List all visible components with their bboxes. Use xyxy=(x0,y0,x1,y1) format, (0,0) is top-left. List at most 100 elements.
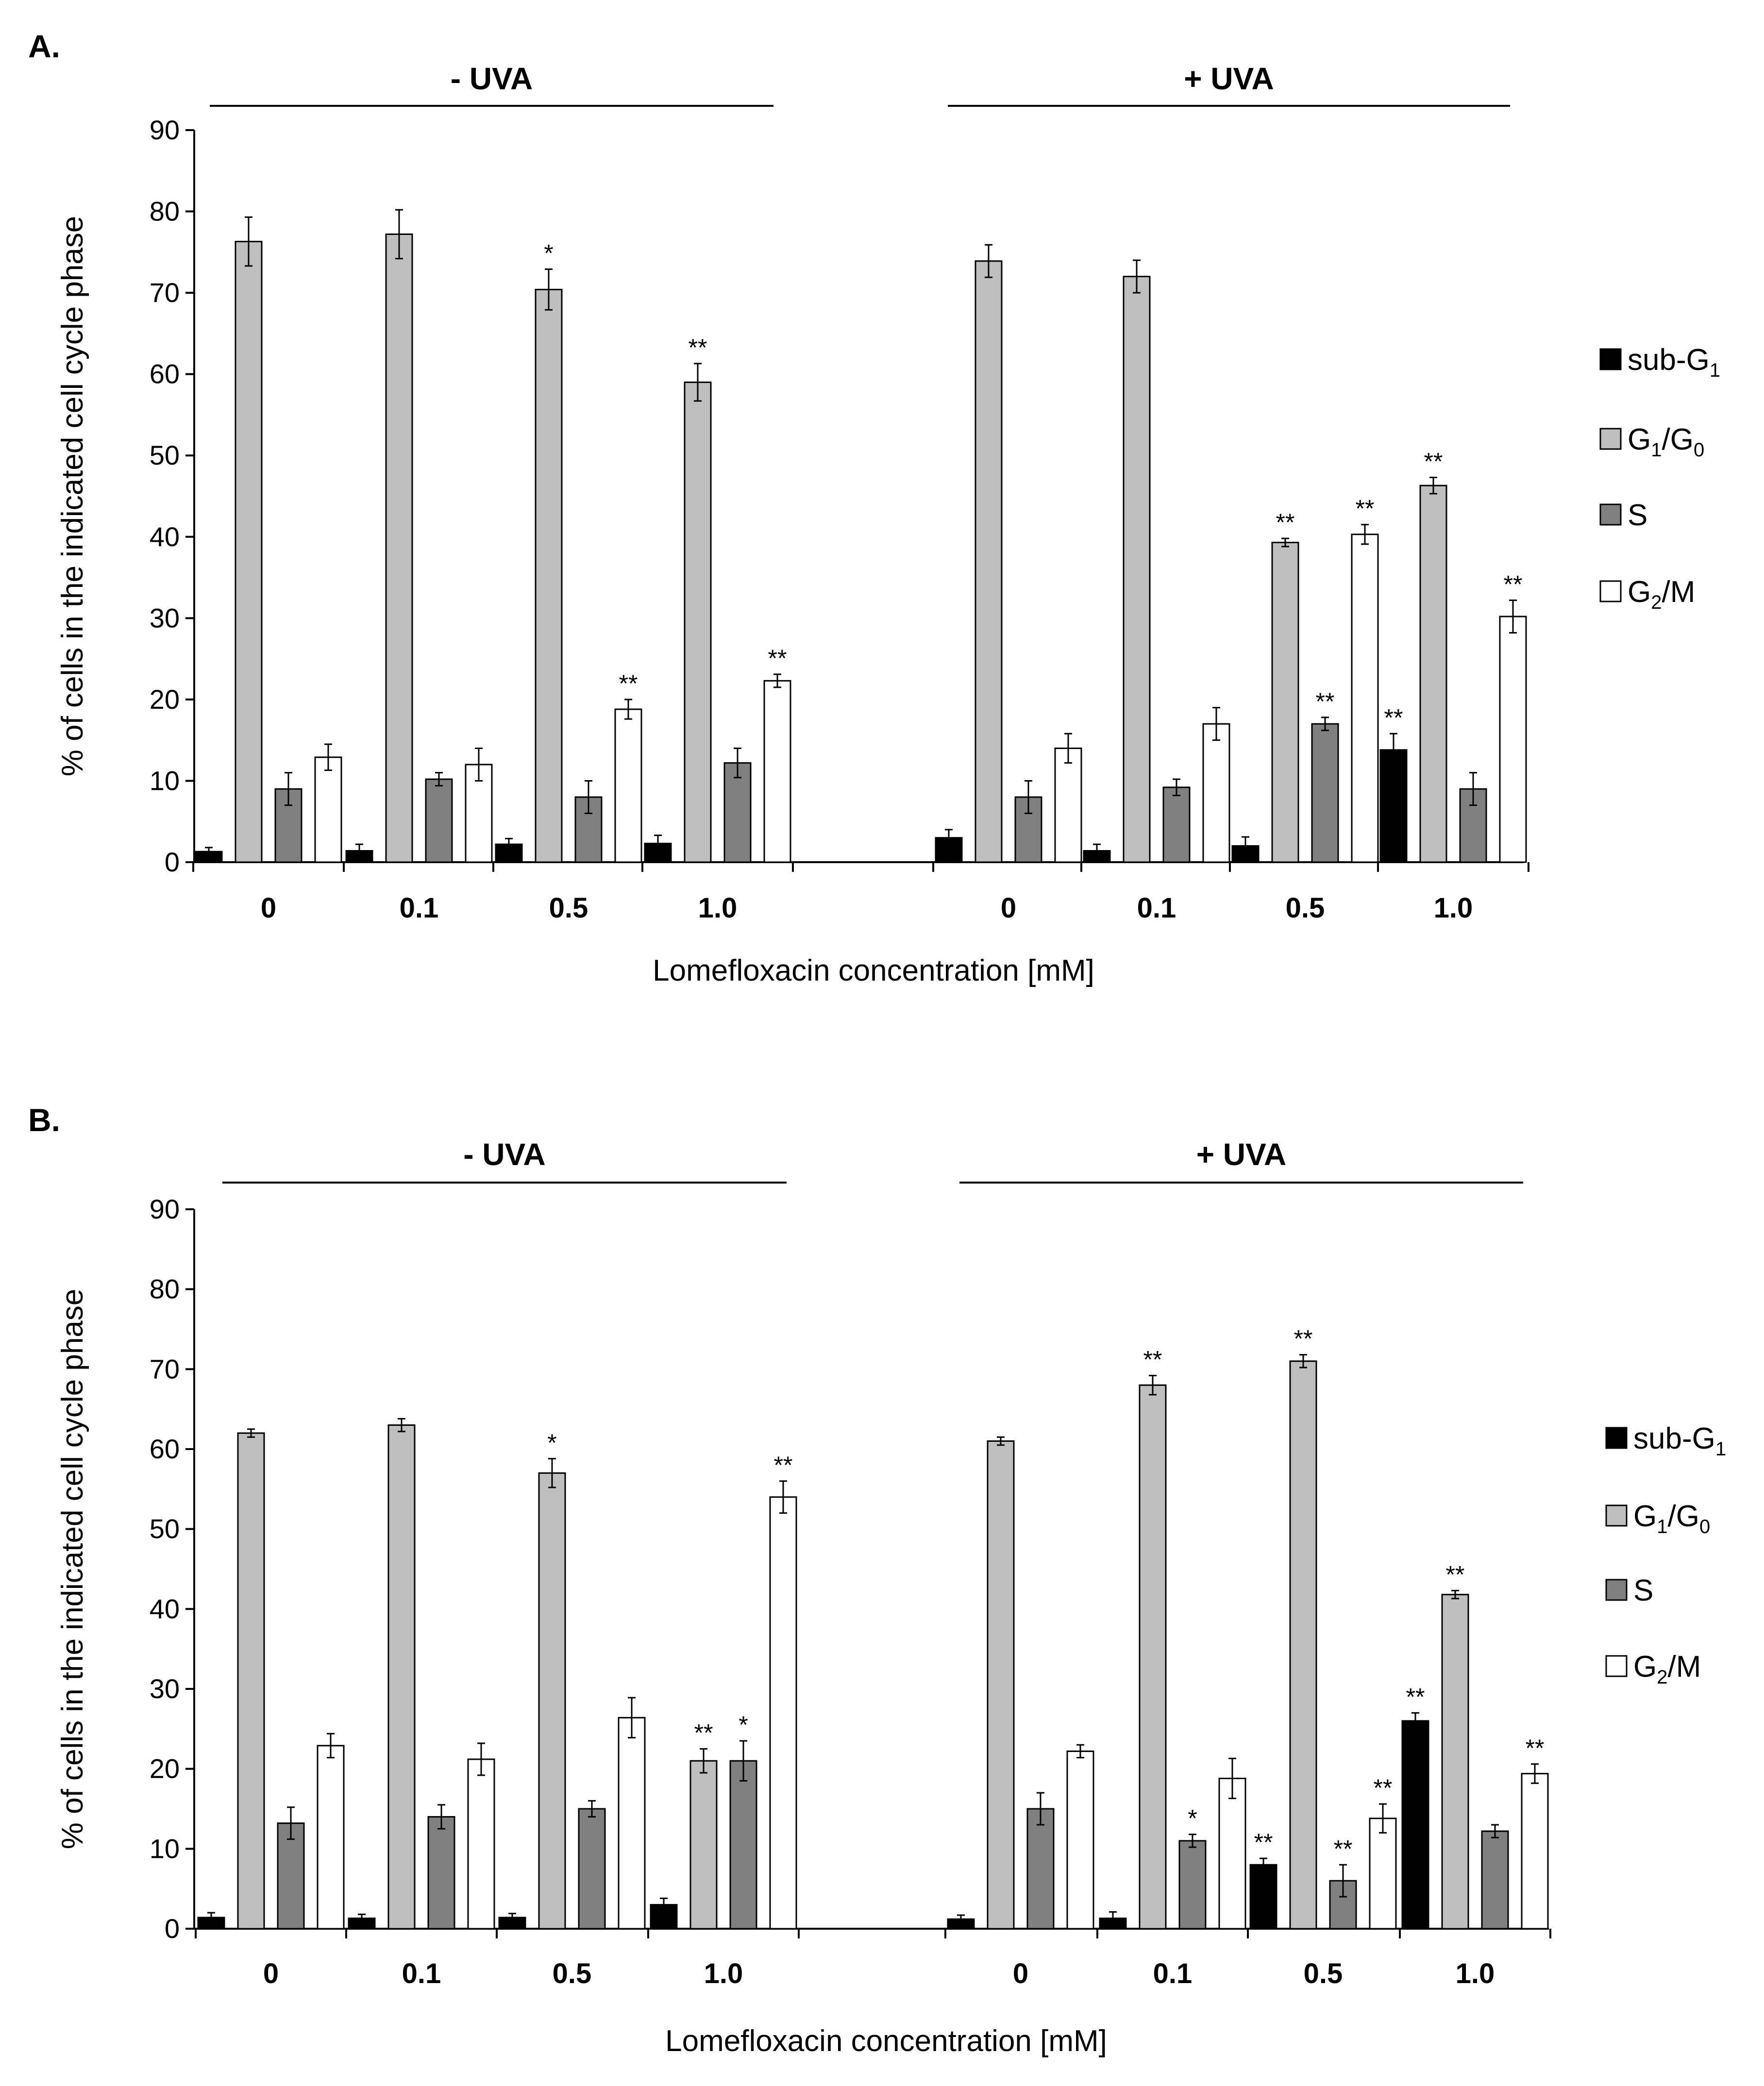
panel-a-bar-g2_m-4 xyxy=(1054,747,1082,863)
panel-b-category-label-minus-uva-1.0: 1.0 xyxy=(704,1958,743,1989)
panel-b-y-tick-label-40: 40 xyxy=(150,1593,180,1624)
panel-a-group-label-plus-uva: + UVA xyxy=(1184,61,1274,96)
panel-b-significance-g2_m-7: ** xyxy=(1526,1735,1545,1762)
panel-b-bar-g2_m-5 xyxy=(1218,1777,1246,1930)
panel-a-bar-sub_g1-7 xyxy=(1379,749,1408,863)
panel-a-bar-g2_m-2 xyxy=(614,708,642,863)
panel-b-bar-s-3 xyxy=(729,1760,757,1930)
panel-b-bar-g2_m-3 xyxy=(769,1496,797,1930)
panel-b-legend-label-g1_g0: G1/G0 xyxy=(1633,1500,1710,1537)
panel-a-bar-g2_m-0 xyxy=(314,756,342,863)
panel-b-bar-s-4 xyxy=(1026,1808,1055,1930)
panel-a-bar-g2_m-6 xyxy=(1351,534,1379,863)
panel-a-y-tick-label-70: 70 xyxy=(150,277,180,308)
panel-b-category-label-plus-uva-0: 0 xyxy=(1013,1958,1028,1989)
panel-a-bar-s-1 xyxy=(425,778,453,863)
panel-b-legend-swatch-s xyxy=(1605,1579,1628,1601)
panel-b-group-label-minus-uva: - UVA xyxy=(463,1137,545,1172)
panel-a-legend-label-sub_g1: sub-G1 xyxy=(1628,343,1720,381)
panel-a-legend: sub-G1 G1/G0 S G2/M xyxy=(1599,343,1720,613)
panel-b-plot-area: 0 10 20 30 40 50 60 70 80 90 0 0.1 0.5 1.0 0 0.1 0.5 1.0 *… xyxy=(150,1194,1551,1989)
panel-b-y-tick-label-30: 30 xyxy=(150,1673,180,1704)
panel-b-y-tick-label-50: 50 xyxy=(150,1514,180,1544)
panel-a-bar-s-6 xyxy=(1311,723,1339,863)
panel-a-label: A. xyxy=(28,28,60,64)
panel-b-bar-s-0 xyxy=(277,1822,305,1930)
panel-a-category-label-minus-uva-0.5: 0.5 xyxy=(549,892,588,924)
panel-b-bar-s-1 xyxy=(427,1816,455,1930)
panel-a-legend-swatch-sub_g1 xyxy=(1599,348,1622,370)
panel-b-bar-g2_m-7 xyxy=(1521,1773,1549,1930)
panel-b-category-label-minus-uva-0.1: 0.1 xyxy=(402,1958,441,1989)
panel-b-significance-sub_g1-7: ** xyxy=(1406,1683,1425,1710)
panel-a-bar-g2_m-7 xyxy=(1499,616,1527,863)
panel-b-bar-g2_m-4 xyxy=(1066,1750,1094,1930)
panel-a-chart: A. - UVA + UVA % of cells in the indicat… xyxy=(28,28,1720,987)
panel-a-significance-s-6: ** xyxy=(1316,688,1335,715)
panel-a-x-axis-title: Lomefloxacin concentration [mM] xyxy=(653,954,1094,987)
panel-a-y-tick-label-80: 80 xyxy=(150,196,180,227)
panel-a-bar-g1_g0-7 xyxy=(1419,484,1447,863)
panel-b-legend-swatch-g1_g0 xyxy=(1605,1504,1628,1527)
panel-a-category-label-minus-uva-0: 0 xyxy=(261,892,276,924)
panel-b-y-tick-label-80: 80 xyxy=(150,1274,180,1304)
panel-a-group-label-minus-uva: - UVA xyxy=(451,61,533,96)
panel-b-legend-label-s: S xyxy=(1633,1574,1653,1607)
panel-b-significance-g2_m-3: ** xyxy=(774,1452,793,1479)
panel-b-category-label-minus-uva-0.5: 0.5 xyxy=(553,1958,592,1989)
panel-a-legend-swatch-g2_m xyxy=(1599,580,1622,602)
panel-b-significance-g2_m-6: ** xyxy=(1374,1774,1393,1802)
panel-a-bar-g1_g0-6 xyxy=(1271,542,1299,863)
panel-a-bar-g1_g0-3 xyxy=(684,381,712,863)
panel-b-significance-g1_g0-6: ** xyxy=(1294,1325,1313,1352)
panel-b-bar-g1_g0-1 xyxy=(387,1424,416,1930)
panel-b-x-axis-title: Lomefloxacin concentration [mM] xyxy=(665,2024,1107,2058)
panel-a-category-label-minus-uva-0.1: 0.1 xyxy=(400,892,439,924)
panel-b-bar-g1_g0-3 xyxy=(689,1760,718,1930)
panel-b-bar-g2_m-2 xyxy=(618,1717,646,1930)
panel-b-y-tick-label-20: 20 xyxy=(150,1753,180,1784)
panel-b-significance-s-5: * xyxy=(1188,1805,1197,1832)
panel-b-bar-g1_g0-7 xyxy=(1441,1594,1469,1930)
panel-b-y-tick-label-0: 0 xyxy=(165,1913,180,1944)
panel-a-plot-area: 0 10 20 30 40 50 60 70 80 90 0 0.1 0.5 1.0 0 0.1 0.5 1.0 *… xyxy=(150,115,1529,924)
panel-b-significance-sub_g1-6: ** xyxy=(1254,1829,1273,1856)
panel-b-y-tick-label-70: 70 xyxy=(150,1353,180,1384)
panel-a-bar-g2_m-3 xyxy=(763,680,791,863)
panel-b-bar-g2_m-1 xyxy=(467,1758,495,1930)
panel-b-bar-g1_g0-2 xyxy=(538,1472,566,1930)
panel-a-significance-g1_g0-7: ** xyxy=(1424,448,1443,475)
panel-a-category-label-plus-uva-0: 0 xyxy=(1001,892,1016,924)
panel-a-y-tick-label-20: 20 xyxy=(150,684,180,715)
panel-b-bar-g2_m-0 xyxy=(317,1745,345,1930)
panel-a-y-tick-label-30: 30 xyxy=(150,602,180,633)
panel-b-legend: sub-G1 G1/G0 S G2/M xyxy=(1605,1422,1726,1688)
panel-b-y-tick-label-10: 10 xyxy=(150,1833,180,1864)
panel-a-bar-g1_g0-0 xyxy=(235,241,263,863)
panel-b-label: B. xyxy=(28,1102,60,1138)
panel-a-bar-g1_g0-2 xyxy=(535,288,563,863)
panel-b-legend-swatch-sub_g1 xyxy=(1605,1427,1628,1449)
panel-b-bar-g1_g0-4 xyxy=(987,1440,1015,1930)
panel-b-bar-s-7 xyxy=(1481,1830,1509,1930)
panel-a-y-tick-label-40: 40 xyxy=(150,521,180,552)
panel-b-bar-sub_g1-7 xyxy=(1401,1720,1429,1930)
panel-a-significance-sub_g1-7: ** xyxy=(1384,704,1403,731)
panel-a-y-tick-label-60: 60 xyxy=(150,359,180,389)
panel-a-significance-g1_g0-2: * xyxy=(544,240,553,267)
panel-b-chart: B. - UVA + UVA % of cells in the indicat… xyxy=(28,1102,1726,2058)
panel-a-y-axis-title: % of cells in the indicated cell cycle p… xyxy=(56,216,89,777)
panel-b-y-tick-label-90: 90 xyxy=(150,1194,180,1224)
panel-a-bar-s-5 xyxy=(1162,786,1191,863)
panel-a-significance-g2_m-6: ** xyxy=(1356,495,1375,522)
panel-a-bar-g1_g0-4 xyxy=(974,260,1003,863)
panel-b-y-axis-title: % of cells in the indicated cell cycle p… xyxy=(56,1289,89,1850)
panel-b-significance-g1_g0-5: ** xyxy=(1143,1346,1162,1373)
panel-a-significance-g2_m-7: ** xyxy=(1504,570,1523,598)
panel-b-category-label-plus-uva-0.5: 0.5 xyxy=(1304,1958,1343,1989)
panel-b-bar-s-5 xyxy=(1178,1840,1207,1930)
panel-a-y-tick-label-10: 10 xyxy=(150,765,180,796)
panel-a-legend-swatch-g1_g0 xyxy=(1599,428,1622,450)
panel-a-significance-g2_m-3: ** xyxy=(768,645,787,672)
panel-a-category-label-plus-uva-1.0: 1.0 xyxy=(1434,892,1473,924)
